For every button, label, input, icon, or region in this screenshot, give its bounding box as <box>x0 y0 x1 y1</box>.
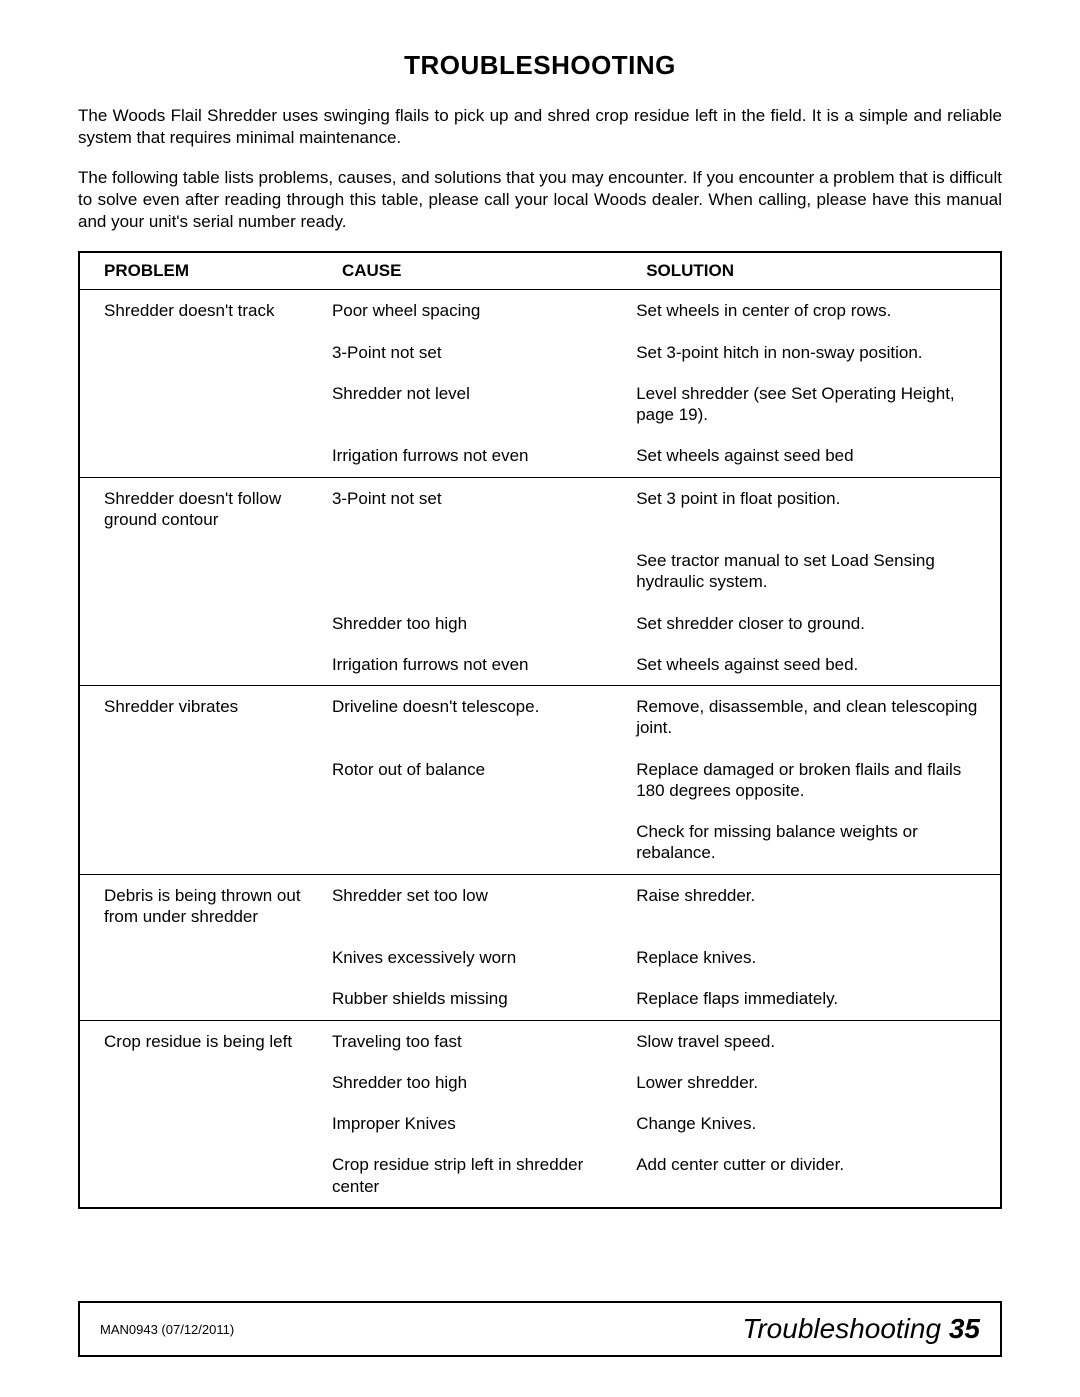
col-header-solution: SOLUTION <box>632 252 1001 290</box>
cell-cause: Traveling too fast <box>328 1020 632 1062</box>
cell-solution: Raise shredder. <box>632 874 1001 937</box>
table-row: Knives excessively wornReplace knives. <box>79 937 1001 978</box>
cell-problem: Shredder doesn't follow ground contour <box>79 477 328 540</box>
cell-solution: Level shredder (see Set Operating Height… <box>632 373 1001 436</box>
cell-problem <box>79 644 328 686</box>
table-row: Irrigation furrows not evenSet wheels ag… <box>79 435 1001 477</box>
cell-cause: Driveline doesn't telescope. <box>328 686 632 749</box>
table-row: Rubber shields missingReplace flaps imme… <box>79 978 1001 1020</box>
cell-cause: Irrigation furrows not even <box>328 435 632 477</box>
cell-problem <box>79 1103 328 1144</box>
cell-cause: 3-Point not set <box>328 477 632 540</box>
table-row: Shredder too highLower shredder. <box>79 1062 1001 1103</box>
table-row: 3-Point not setSet 3-point hitch in non-… <box>79 332 1001 373</box>
cell-solution: Lower shredder. <box>632 1062 1001 1103</box>
cell-problem <box>79 937 328 978</box>
cell-solution: Slow travel speed. <box>632 1020 1001 1062</box>
cell-problem <box>79 332 328 373</box>
table-body: Shredder doesn't trackPoor wheel spacing… <box>79 290 1001 1208</box>
table-row: Rotor out of balanceReplace damaged or b… <box>79 749 1001 812</box>
table-row: Shredder too highSet shredder closer to … <box>79 603 1001 644</box>
footer-doc-id: MAN0943 (07/12/2011) <box>100 1322 234 1337</box>
table-row: Check for missing balance weights or reb… <box>79 811 1001 874</box>
page-title: TROUBLESHOOTING <box>78 50 1002 81</box>
cell-cause <box>328 811 632 874</box>
cell-solution: Check for missing balance weights or reb… <box>632 811 1001 874</box>
cell-problem <box>79 811 328 874</box>
table-header-row: PROBLEM CAUSE SOLUTION <box>79 252 1001 290</box>
cell-solution: Set wheels against seed bed. <box>632 644 1001 686</box>
intro-paragraph-1: The Woods Flail Shredder uses swinging f… <box>78 105 1002 149</box>
cell-solution: Set wheels in center of crop rows. <box>632 290 1001 332</box>
cell-problem <box>79 1144 328 1208</box>
cell-solution: See tractor manual to set Load Sensing h… <box>632 540 1001 603</box>
cell-solution: Set wheels against seed bed <box>632 435 1001 477</box>
cell-solution: Remove, disassemble, and clean telescopi… <box>632 686 1001 749</box>
cell-cause: Poor wheel spacing <box>328 290 632 332</box>
footer-section-name: Troubleshooting <box>742 1313 941 1344</box>
table-row: Shredder not levelLevel shredder (see Se… <box>79 373 1001 436</box>
cell-problem <box>79 603 328 644</box>
table-row: Shredder vibratesDriveline doesn't teles… <box>79 686 1001 749</box>
cell-cause: Shredder too high <box>328 603 632 644</box>
table-row: Crop residue is being leftTraveling too … <box>79 1020 1001 1062</box>
col-header-cause: CAUSE <box>328 252 632 290</box>
cell-problem <box>79 540 328 603</box>
cell-problem <box>79 978 328 1020</box>
cell-solution: Replace flaps immediately. <box>632 978 1001 1020</box>
col-header-problem: PROBLEM <box>79 252 328 290</box>
cell-problem <box>79 373 328 436</box>
cell-problem <box>79 435 328 477</box>
cell-problem <box>79 1062 328 1103</box>
table-row: Improper KnivesChange Knives. <box>79 1103 1001 1144</box>
cell-problem <box>79 749 328 812</box>
cell-cause: Irrigation furrows not even <box>328 644 632 686</box>
cell-cause: Shredder set too low <box>328 874 632 937</box>
table-row: Shredder doesn't trackPoor wheel spacing… <box>79 290 1001 332</box>
cell-cause: Rotor out of balance <box>328 749 632 812</box>
cell-cause: Improper Knives <box>328 1103 632 1144</box>
table-row: Shredder doesn't follow ground contour3-… <box>79 477 1001 540</box>
cell-cause: Shredder not level <box>328 373 632 436</box>
cell-problem: Shredder doesn't track <box>79 290 328 332</box>
page-footer: MAN0943 (07/12/2011) Troubleshooting 35 <box>78 1301 1002 1357</box>
cell-solution: Change Knives. <box>632 1103 1001 1144</box>
cell-solution: Set 3-point hitch in non-sway position. <box>632 332 1001 373</box>
cell-problem: Crop residue is being left <box>79 1020 328 1062</box>
cell-cause: Shredder too high <box>328 1062 632 1103</box>
cell-cause: Knives excessively worn <box>328 937 632 978</box>
cell-solution: Replace knives. <box>632 937 1001 978</box>
troubleshooting-table: PROBLEM CAUSE SOLUTION Shredder doesn't … <box>78 251 1002 1209</box>
intro-paragraph-2: The following table lists problems, caus… <box>78 167 1002 233</box>
table-row: Crop residue strip left in shredder cent… <box>79 1144 1001 1208</box>
cell-problem: Shredder vibrates <box>79 686 328 749</box>
cell-cause: Crop residue strip left in shredder cent… <box>328 1144 632 1208</box>
cell-cause: 3-Point not set <box>328 332 632 373</box>
footer-page-number: 35 <box>949 1313 980 1344</box>
table-row: Irrigation furrows not evenSet wheels ag… <box>79 644 1001 686</box>
cell-problem: Debris is being thrown out from under sh… <box>79 874 328 937</box>
cell-solution: Set 3 point in float position. <box>632 477 1001 540</box>
cell-solution: Set shredder closer to ground. <box>632 603 1001 644</box>
footer-section-page: Troubleshooting 35 <box>742 1313 980 1345</box>
cell-cause: Rubber shields missing <box>328 978 632 1020</box>
cell-solution: Add center cutter or divider. <box>632 1144 1001 1208</box>
table-row: Debris is being thrown out from under sh… <box>79 874 1001 937</box>
cell-cause <box>328 540 632 603</box>
table-row: See tractor manual to set Load Sensing h… <box>79 540 1001 603</box>
cell-solution: Replace damaged or broken flails and fla… <box>632 749 1001 812</box>
